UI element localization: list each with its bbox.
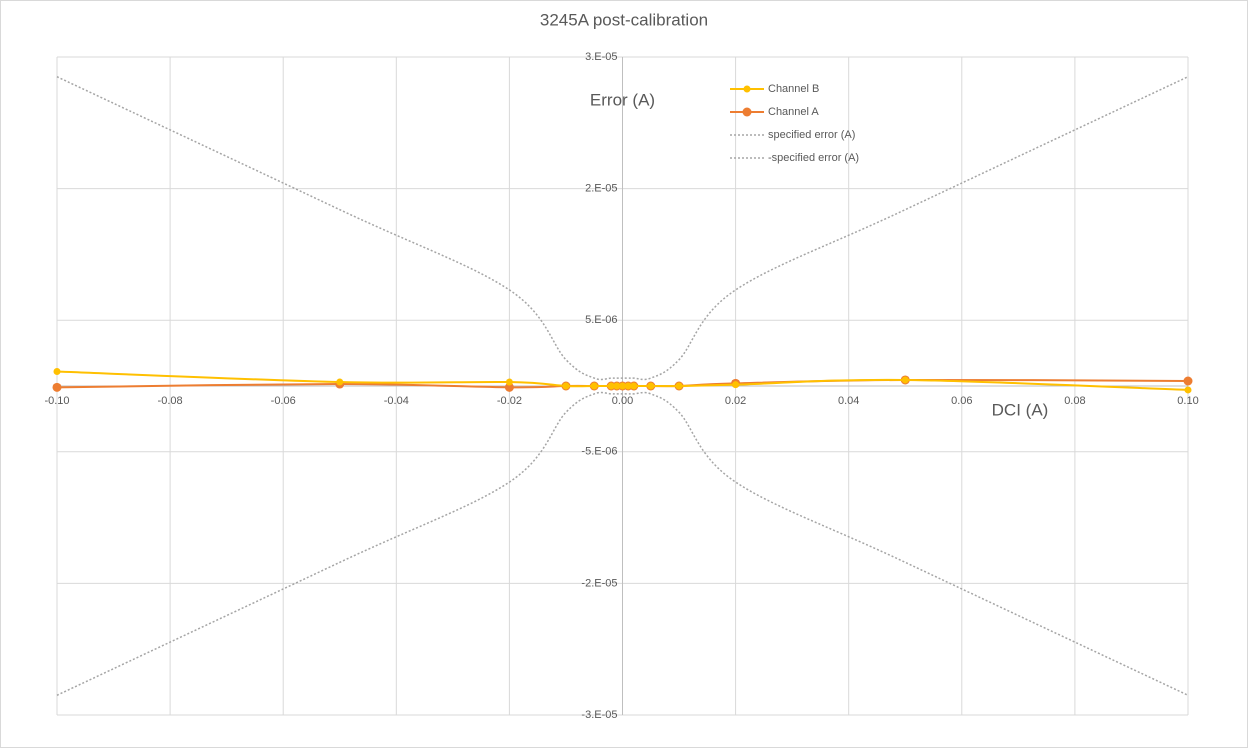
data-point [630,382,638,390]
data-point [647,382,655,390]
legend-label: specified error (A) [768,129,855,141]
y-tick-label: 2.E-05 [585,183,617,195]
data-point [590,382,598,390]
y-axis-title: Error (A) [590,90,655,109]
data-point [52,382,62,392]
x-tick-label: 0.04 [838,395,859,407]
chart-title: 3245A post-calibration [540,10,708,29]
x-axis-title: DCI (A) [992,400,1049,419]
data-point [732,381,740,389]
legend-marker [743,85,751,93]
y-tick-label: 3.E-05 [585,51,617,63]
x-tick-label: 0.02 [725,395,746,407]
legend-label: -specified error (A) [768,152,859,164]
x-tick-label: -0.04 [384,395,409,407]
x-tick-label: 0.10 [1177,395,1198,407]
legend-marker [742,107,752,117]
data-point [505,378,513,386]
data-point [504,382,514,392]
x-tick-label: 0.06 [951,395,972,407]
series-line [56,391,1189,696]
legend-label: Channel B [768,83,819,95]
data-point [336,378,344,386]
series-line [56,76,1189,381]
data-point [624,382,632,390]
y-tick-label: -5.E-06 [581,446,617,458]
y-tick-label: 5.E-06 [585,314,617,326]
x-tick-label: -0.10 [44,395,69,407]
x-tick-label: -0.08 [158,395,183,407]
x-tick-label: -0.02 [497,395,522,407]
x-tick-label: 0.08 [1064,395,1085,407]
y-tick-label: -2.E-05 [581,577,617,589]
data-point [562,382,570,390]
data-point [1184,386,1192,394]
data-point [607,382,615,390]
data-point [675,382,683,390]
data-point [619,382,626,390]
y-tick-label: -3.E-05 [581,709,617,721]
data-point [53,368,61,376]
data-point [613,382,621,390]
data-point [901,376,909,384]
x-tick-label: 0.00 [612,395,633,407]
legend-label: Channel A [768,106,819,118]
data-point [1183,376,1193,386]
x-tick-label: -0.06 [271,395,296,407]
